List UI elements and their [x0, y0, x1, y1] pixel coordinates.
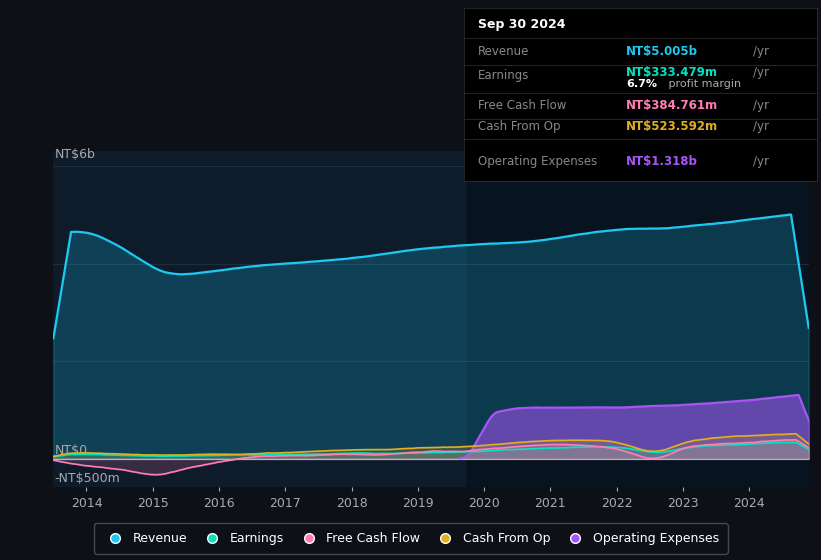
Text: NT$1.318b: NT$1.318b — [626, 155, 698, 169]
Text: Cash From Op: Cash From Op — [478, 120, 561, 133]
Text: Sep 30 2024: Sep 30 2024 — [478, 18, 566, 31]
Text: /yr: /yr — [754, 45, 769, 58]
Text: NT$5.005b: NT$5.005b — [626, 45, 698, 58]
Text: NT$0: NT$0 — [55, 445, 88, 458]
Text: /yr: /yr — [754, 155, 769, 169]
Text: Free Cash Flow: Free Cash Flow — [478, 99, 566, 111]
Text: NT$333.479m: NT$333.479m — [626, 67, 718, 80]
Bar — [467, 151, 809, 487]
Text: Operating Expenses: Operating Expenses — [478, 155, 597, 169]
Text: NT$6b: NT$6b — [55, 148, 95, 161]
Text: Revenue: Revenue — [478, 45, 530, 58]
Text: NT$384.761m: NT$384.761m — [626, 99, 718, 111]
Text: /yr: /yr — [754, 99, 769, 111]
Text: /yr: /yr — [754, 120, 769, 133]
Text: /yr: /yr — [754, 67, 769, 80]
Legend: Revenue, Earnings, Free Cash Flow, Cash From Op, Operating Expenses: Revenue, Earnings, Free Cash Flow, Cash … — [94, 523, 727, 554]
Text: Earnings: Earnings — [478, 69, 530, 82]
Text: -NT$500m: -NT$500m — [55, 472, 121, 486]
Text: NT$523.592m: NT$523.592m — [626, 120, 718, 133]
Text: profit margin: profit margin — [665, 78, 741, 88]
Text: 6.7%: 6.7% — [626, 78, 658, 88]
